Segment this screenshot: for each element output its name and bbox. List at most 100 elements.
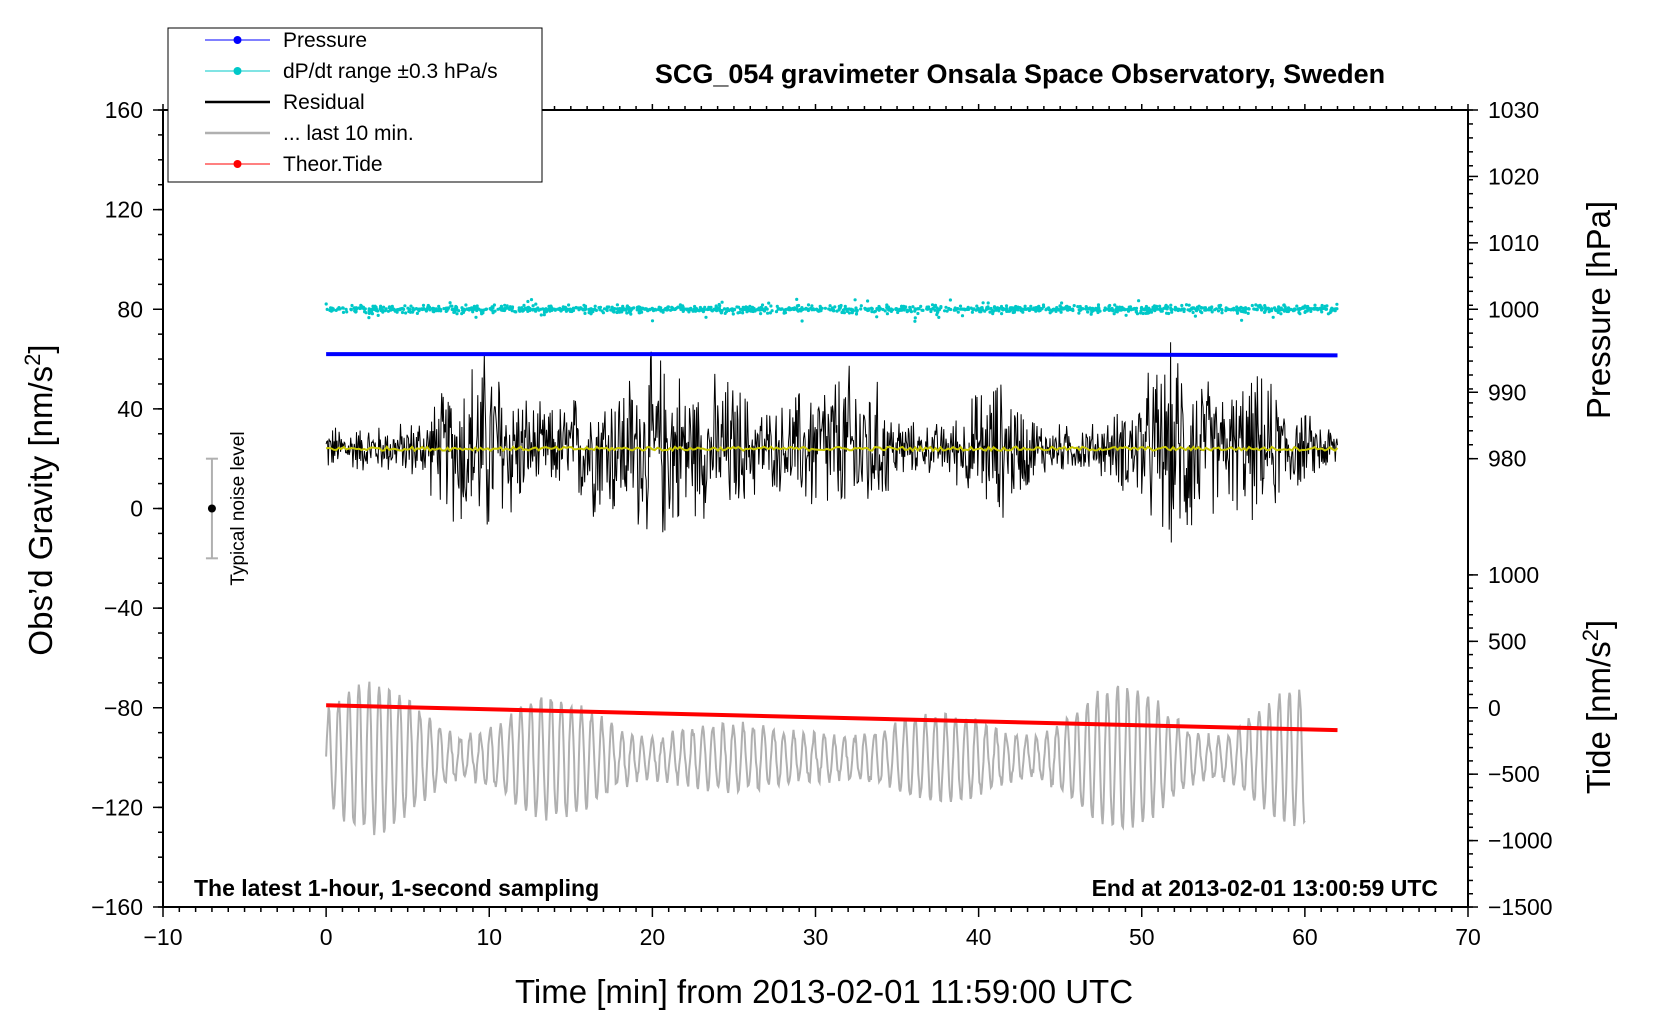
dpdt-point bbox=[1255, 308, 1259, 312]
dpdt-point bbox=[650, 319, 655, 323]
dpdt-point bbox=[867, 308, 871, 312]
dpdt-point bbox=[1036, 305, 1040, 309]
dpdt-point bbox=[741, 311, 745, 315]
dpdt-point bbox=[1237, 307, 1241, 311]
dpdt-point bbox=[510, 309, 514, 313]
dpdt-point bbox=[1118, 308, 1122, 312]
dpdt-point bbox=[698, 305, 703, 310]
pressure-axis-title: Pressure [hPa] bbox=[1580, 201, 1617, 419]
dpdt-point bbox=[959, 307, 963, 311]
dpdt-point bbox=[981, 301, 985, 305]
dpdt-point bbox=[522, 303, 526, 307]
dpdt-point bbox=[621, 308, 625, 312]
dpdt-point bbox=[1165, 307, 1169, 311]
dpdt-point bbox=[627, 307, 631, 312]
dpdt-point bbox=[1176, 307, 1180, 311]
dpdt-point bbox=[1244, 307, 1248, 311]
dpdt-point bbox=[770, 309, 774, 313]
dpdt-point bbox=[598, 308, 602, 312]
dpdt-point bbox=[632, 306, 636, 310]
dpdt-point bbox=[341, 310, 346, 314]
dpdt-point bbox=[359, 303, 363, 307]
dpdt-point bbox=[503, 307, 507, 312]
y-left-tick-label: 80 bbox=[117, 296, 143, 322]
dpdt-point bbox=[916, 307, 920, 311]
dpdt-point bbox=[687, 310, 691, 314]
dpdt-point bbox=[908, 307, 913, 312]
dpdt-point bbox=[945, 309, 949, 313]
dpdt-point bbox=[937, 315, 941, 319]
dpdt-point bbox=[789, 307, 793, 312]
dpdt-point bbox=[448, 301, 452, 305]
dpdt-point bbox=[563, 305, 568, 309]
dpdt-point bbox=[963, 308, 967, 312]
dpdt-point bbox=[1040, 307, 1044, 311]
dpdt-points bbox=[324, 297, 1339, 323]
dpdt-point bbox=[783, 311, 788, 315]
dpdt-point bbox=[774, 310, 779, 314]
dpdt-point bbox=[1280, 308, 1284, 312]
dpdt-point bbox=[966, 307, 970, 311]
dpdt-point bbox=[948, 298, 953, 302]
dpdt-point bbox=[1158, 307, 1162, 311]
dpdt-point bbox=[390, 304, 394, 308]
legend-label: dP/dt range ±0.3 hPa/s bbox=[283, 60, 498, 83]
dpdt-point bbox=[1187, 303, 1191, 307]
dpdt-point bbox=[624, 308, 628, 312]
dpdt-point bbox=[1287, 308, 1291, 312]
tide-tick-labels: −1500 −1000 −500 0 500 1000 bbox=[1488, 562, 1553, 920]
dpdt-point bbox=[345, 310, 349, 314]
dpdt-point bbox=[775, 304, 779, 308]
dpdt-point bbox=[506, 306, 510, 310]
dpdt-point bbox=[654, 308, 658, 312]
dpdt-point bbox=[792, 307, 796, 312]
dpdt-point bbox=[1164, 303, 1168, 307]
dpdt-point bbox=[979, 306, 983, 310]
dpdt-point bbox=[1158, 304, 1162, 308]
dpdt-point bbox=[349, 308, 353, 312]
pressure-tick-label: 990 bbox=[1488, 379, 1526, 405]
legend-label: Residual bbox=[283, 91, 365, 114]
dpdt-point bbox=[567, 303, 571, 307]
dpdt-point bbox=[1060, 301, 1064, 305]
dpdt-point bbox=[881, 307, 885, 312]
dpdt-point bbox=[1012, 310, 1017, 314]
dpdt-point bbox=[760, 303, 765, 307]
dpdt-point bbox=[705, 307, 710, 312]
dpdt-point bbox=[1189, 307, 1193, 311]
dpdt-point bbox=[818, 308, 823, 312]
tide-tick-label: 0 bbox=[1488, 695, 1501, 721]
dpdt-point bbox=[1056, 307, 1060, 311]
dpdt-point bbox=[666, 305, 671, 309]
dpdt-point bbox=[1276, 307, 1280, 312]
dpdt-point bbox=[372, 307, 376, 312]
dpdt-point bbox=[442, 307, 446, 311]
dpdt-point bbox=[799, 308, 803, 312]
dpdt-point bbox=[627, 310, 631, 314]
dpdt-point bbox=[750, 305, 755, 309]
dpdt-point bbox=[755, 308, 759, 312]
residual-smoothed-line bbox=[326, 445, 1339, 453]
dpdt-point bbox=[1193, 314, 1197, 318]
dpdt-point bbox=[1133, 307, 1138, 311]
dpdt-point bbox=[725, 307, 729, 311]
dpdt-point bbox=[859, 307, 863, 311]
dpdt-point bbox=[582, 303, 586, 307]
tide-tick-label: 500 bbox=[1488, 628, 1526, 654]
dpdt-point bbox=[474, 315, 478, 319]
dpdt-point bbox=[539, 313, 543, 317]
dpdt-point bbox=[357, 306, 361, 310]
dpdt-point bbox=[872, 310, 876, 314]
dpdt-point bbox=[830, 306, 834, 310]
dpdt-point bbox=[602, 307, 607, 311]
dpdt-point bbox=[1313, 303, 1317, 307]
dpdt-point bbox=[796, 309, 800, 313]
dpdt-point bbox=[1202, 306, 1206, 310]
dpdt-point bbox=[484, 307, 488, 311]
legend-marker bbox=[233, 36, 242, 44]
dpdt-point bbox=[571, 308, 576, 313]
residual-line bbox=[325, 342, 1338, 543]
dpdt-point bbox=[939, 305, 943, 309]
dpdt-point bbox=[911, 305, 915, 309]
